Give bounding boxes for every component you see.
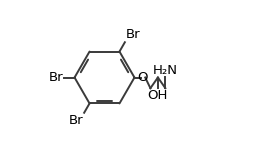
Text: Br: Br [126, 29, 140, 42]
Text: Br: Br [69, 113, 84, 126]
Text: H₂N: H₂N [153, 64, 178, 77]
Text: OH: OH [148, 89, 168, 102]
Text: O: O [138, 71, 148, 84]
Text: Br: Br [48, 71, 63, 84]
